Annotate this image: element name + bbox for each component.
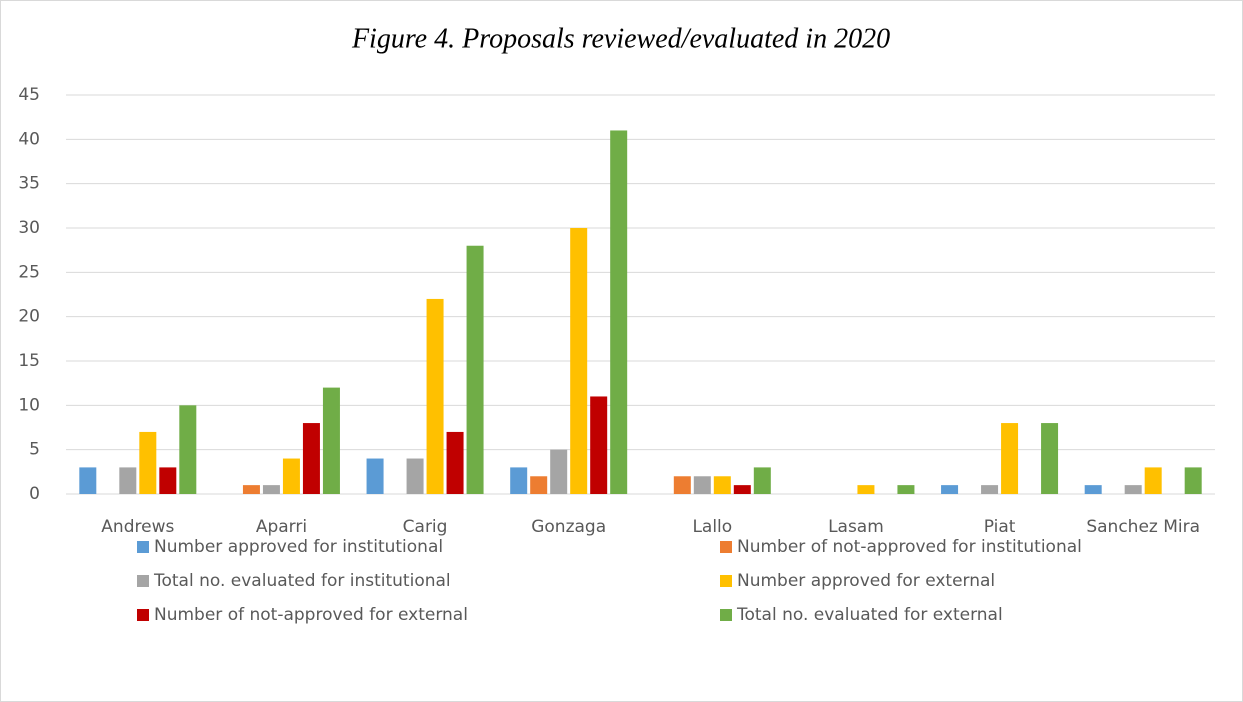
x-tick-label: Sanchez Mira	[1086, 517, 1200, 537]
bar	[530, 476, 548, 494]
bar	[406, 458, 424, 494]
bar	[1124, 485, 1142, 494]
x-tick-label: Andrews	[101, 517, 174, 537]
bar	[550, 449, 568, 494]
bar	[262, 485, 280, 494]
x-tick-label: Piat	[984, 517, 1016, 537]
bar	[322, 387, 340, 494]
bar	[1184, 467, 1202, 494]
y-tick-label: 25	[18, 262, 40, 282]
bar	[510, 467, 528, 494]
legend-swatch	[720, 609, 732, 621]
legend-label: Total no. evaluated for institutional	[153, 571, 451, 591]
bar	[1144, 467, 1162, 494]
y-tick-label: 10	[18, 395, 40, 415]
legend-label: Number approved for institutional	[154, 537, 443, 557]
bar	[446, 431, 464, 494]
y-tick-label: 40	[18, 129, 40, 149]
bar	[857, 485, 875, 494]
y-tick-label: 0	[29, 484, 40, 504]
legend-swatch	[137, 575, 149, 587]
bar	[159, 467, 177, 494]
bar	[590, 396, 608, 494]
bar	[1084, 485, 1102, 494]
y-tick-label: 30	[18, 218, 40, 238]
bar	[610, 130, 628, 494]
bar	[733, 485, 751, 494]
y-tick-label: 45	[18, 85, 40, 105]
x-tick-label: Carig	[403, 517, 448, 537]
legend-label: Number of not-approved for institutional	[737, 537, 1082, 557]
bar	[466, 245, 484, 494]
legend-swatch	[137, 541, 149, 553]
bar	[282, 458, 300, 494]
x-tick-label: Aparri	[256, 517, 307, 537]
bar	[941, 485, 959, 494]
bar	[242, 485, 260, 494]
bar	[673, 476, 691, 494]
legend-label: Number of not-approved for external	[154, 605, 468, 625]
y-tick-label: 35	[18, 174, 40, 194]
legend-label: Total no. evaluated for external	[736, 605, 1003, 625]
bar	[897, 485, 915, 494]
x-tick-label: Lallo	[692, 517, 732, 537]
bar	[119, 467, 137, 494]
legend-label: Number approved for external	[737, 571, 995, 591]
bar	[1041, 423, 1059, 494]
bar	[366, 458, 384, 494]
y-tick-label: 15	[18, 351, 40, 371]
bar	[426, 298, 444, 494]
legend-swatch	[720, 575, 732, 587]
legend-swatch	[720, 541, 732, 553]
bar	[753, 467, 771, 494]
legend-swatch	[137, 609, 149, 621]
y-tick-label: 5	[29, 440, 40, 460]
bar	[713, 476, 731, 494]
bar	[302, 423, 320, 494]
x-tick-label: Lasam	[828, 517, 884, 537]
bar	[1001, 423, 1019, 494]
y-tick-label: 20	[18, 307, 40, 327]
bar	[79, 467, 97, 494]
x-tick-label: Gonzaga	[531, 517, 606, 537]
bar	[139, 431, 157, 494]
chart-title: Figure 4. Proposals reviewed/evaluated i…	[351, 23, 890, 54]
bar	[179, 405, 197, 494]
bar	[693, 476, 711, 494]
bar	[981, 485, 999, 494]
bar	[570, 228, 588, 494]
